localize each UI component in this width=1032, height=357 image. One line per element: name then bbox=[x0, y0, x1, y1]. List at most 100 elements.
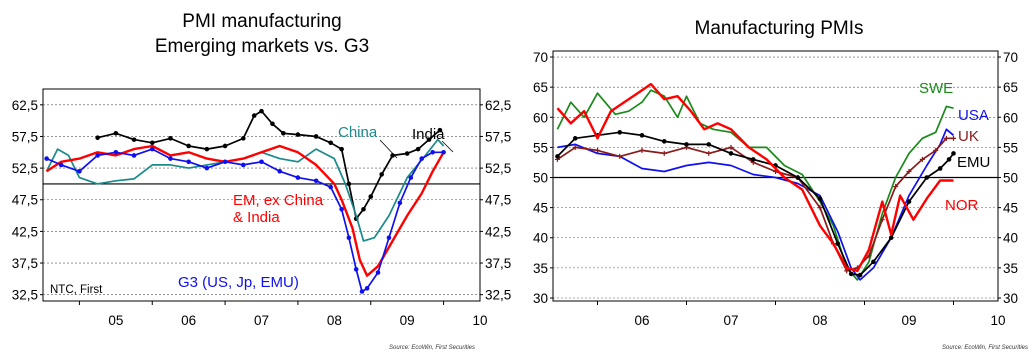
data-point bbox=[437, 127, 443, 133]
left-source: Source: EcoWin, First Securities bbox=[389, 345, 475, 351]
data-point bbox=[426, 137, 432, 142]
data-point bbox=[281, 130, 286, 136]
data-point bbox=[168, 136, 173, 141]
data-point bbox=[906, 199, 912, 204]
data-point bbox=[661, 150, 667, 156]
data-point bbox=[857, 272, 863, 278]
right-series bbox=[554, 82, 956, 281]
left-title-line1: PMI manufacturing bbox=[182, 11, 341, 32]
data-point bbox=[295, 175, 301, 180]
series-usa bbox=[557, 128, 955, 281]
right-x-ticks: 06 07 08 09 10 bbox=[597, 301, 1006, 328]
series-emu bbox=[555, 130, 956, 278]
china-leader-line bbox=[379, 139, 398, 159]
left-chart: PMI manufacturing Emerging markets vs. G… bbox=[12, 11, 512, 351]
data-point bbox=[441, 149, 446, 155]
series-line bbox=[556, 89, 954, 281]
data-point bbox=[866, 253, 872, 259]
data-point bbox=[408, 175, 414, 180]
right-chart: Manufacturing PMIs 70 65 60 55 50 45 40 35 30 70… bbox=[533, 18, 1028, 351]
label-g3: G3 (US, Jp, EMU) bbox=[178, 274, 299, 291]
data-point bbox=[951, 135, 956, 141]
data-point bbox=[359, 289, 365, 294]
data-point bbox=[728, 144, 734, 150]
data-point bbox=[419, 156, 425, 161]
data-point bbox=[946, 157, 952, 162]
india-leader-line bbox=[441, 140, 454, 153]
label-swe: SWE bbox=[919, 80, 953, 97]
y-tick-label-left: 62,5 bbox=[12, 98, 38, 113]
data-point bbox=[186, 143, 191, 149]
data-point bbox=[871, 259, 876, 265]
data-point bbox=[661, 139, 667, 144]
right-y-ticks-right: 70 65 60 55 50 45 40 35 30 bbox=[998, 50, 1018, 306]
data-point bbox=[937, 166, 943, 171]
x-tick-label: 08 bbox=[812, 313, 827, 328]
data-point bbox=[131, 153, 137, 158]
data-point bbox=[277, 168, 283, 174]
data-point bbox=[906, 168, 912, 174]
data-point bbox=[168, 156, 173, 161]
data-point bbox=[817, 205, 823, 211]
y-tick-label-left: 57,5 bbox=[12, 129, 38, 144]
y-tick-label-left: 45 bbox=[533, 201, 548, 216]
data-point bbox=[58, 162, 64, 168]
left-title-line2: Emerging markets vs. G3 bbox=[155, 36, 369, 57]
y-tick-label-right: 65 bbox=[1003, 80, 1018, 95]
y-tick-label-right: 35 bbox=[1003, 261, 1018, 276]
series-uk bbox=[554, 135, 956, 274]
data-point bbox=[364, 286, 370, 291]
y-tick-label-left: 55 bbox=[533, 140, 548, 155]
right-title: Manufacturing PMIs bbox=[695, 18, 864, 39]
left-note: NTC, First bbox=[50, 284, 103, 296]
data-point bbox=[328, 140, 333, 146]
right-source: Source: EcoWin, First Securities bbox=[942, 345, 1028, 351]
data-point bbox=[375, 270, 381, 275]
data-point bbox=[943, 135, 949, 141]
data-point bbox=[706, 142, 712, 147]
y-tick-label-left: 65 bbox=[533, 80, 548, 95]
data-point bbox=[728, 151, 734, 156]
data-point bbox=[240, 136, 246, 141]
data-point bbox=[44, 156, 49, 161]
x-tick-label: 05 bbox=[108, 313, 123, 328]
label-em-line2: & India bbox=[233, 209, 280, 226]
label-china: China bbox=[338, 124, 378, 141]
x-tick-label: 10 bbox=[990, 313, 1005, 328]
data-point bbox=[186, 159, 191, 165]
series-swe bbox=[556, 89, 954, 281]
y-tick-label-right: 57,5 bbox=[485, 129, 511, 144]
data-point bbox=[617, 130, 623, 135]
data-point bbox=[888, 235, 894, 241]
y-tick-label-right: 32,5 bbox=[485, 288, 511, 303]
series-line bbox=[556, 137, 954, 272]
data-point bbox=[795, 175, 801, 180]
label-uk: UK bbox=[958, 128, 979, 145]
data-point bbox=[313, 134, 319, 139]
data-point bbox=[222, 159, 228, 165]
y-tick-label-left: 32,5 bbox=[12, 288, 38, 303]
label-usa: USA bbox=[958, 107, 989, 124]
series-g3-us-jp-emu- bbox=[44, 146, 446, 294]
data-point bbox=[204, 146, 210, 152]
data-point bbox=[368, 194, 374, 199]
data-point bbox=[77, 168, 82, 174]
series-line bbox=[557, 128, 955, 281]
data-point bbox=[313, 178, 319, 184]
data-point bbox=[204, 165, 210, 171]
data-point bbox=[572, 136, 578, 141]
label-nor: NOR bbox=[945, 197, 979, 214]
y-tick-label-right: 50 bbox=[1003, 171, 1018, 186]
y-tick-label-right: 60 bbox=[1003, 110, 1018, 125]
data-point bbox=[131, 137, 137, 142]
data-point bbox=[879, 217, 885, 223]
data-point bbox=[222, 143, 228, 149]
data-point bbox=[346, 181, 352, 187]
data-point bbox=[924, 175, 930, 180]
data-point bbox=[95, 153, 100, 158]
series-nor bbox=[556, 82, 954, 273]
left-x-ticks: 05 06 07 08 09 10 bbox=[78, 301, 488, 328]
y-tick-label-right: 70 bbox=[1003, 50, 1018, 65]
y-tick-label-left: 60 bbox=[533, 110, 548, 125]
data-point bbox=[835, 241, 841, 247]
